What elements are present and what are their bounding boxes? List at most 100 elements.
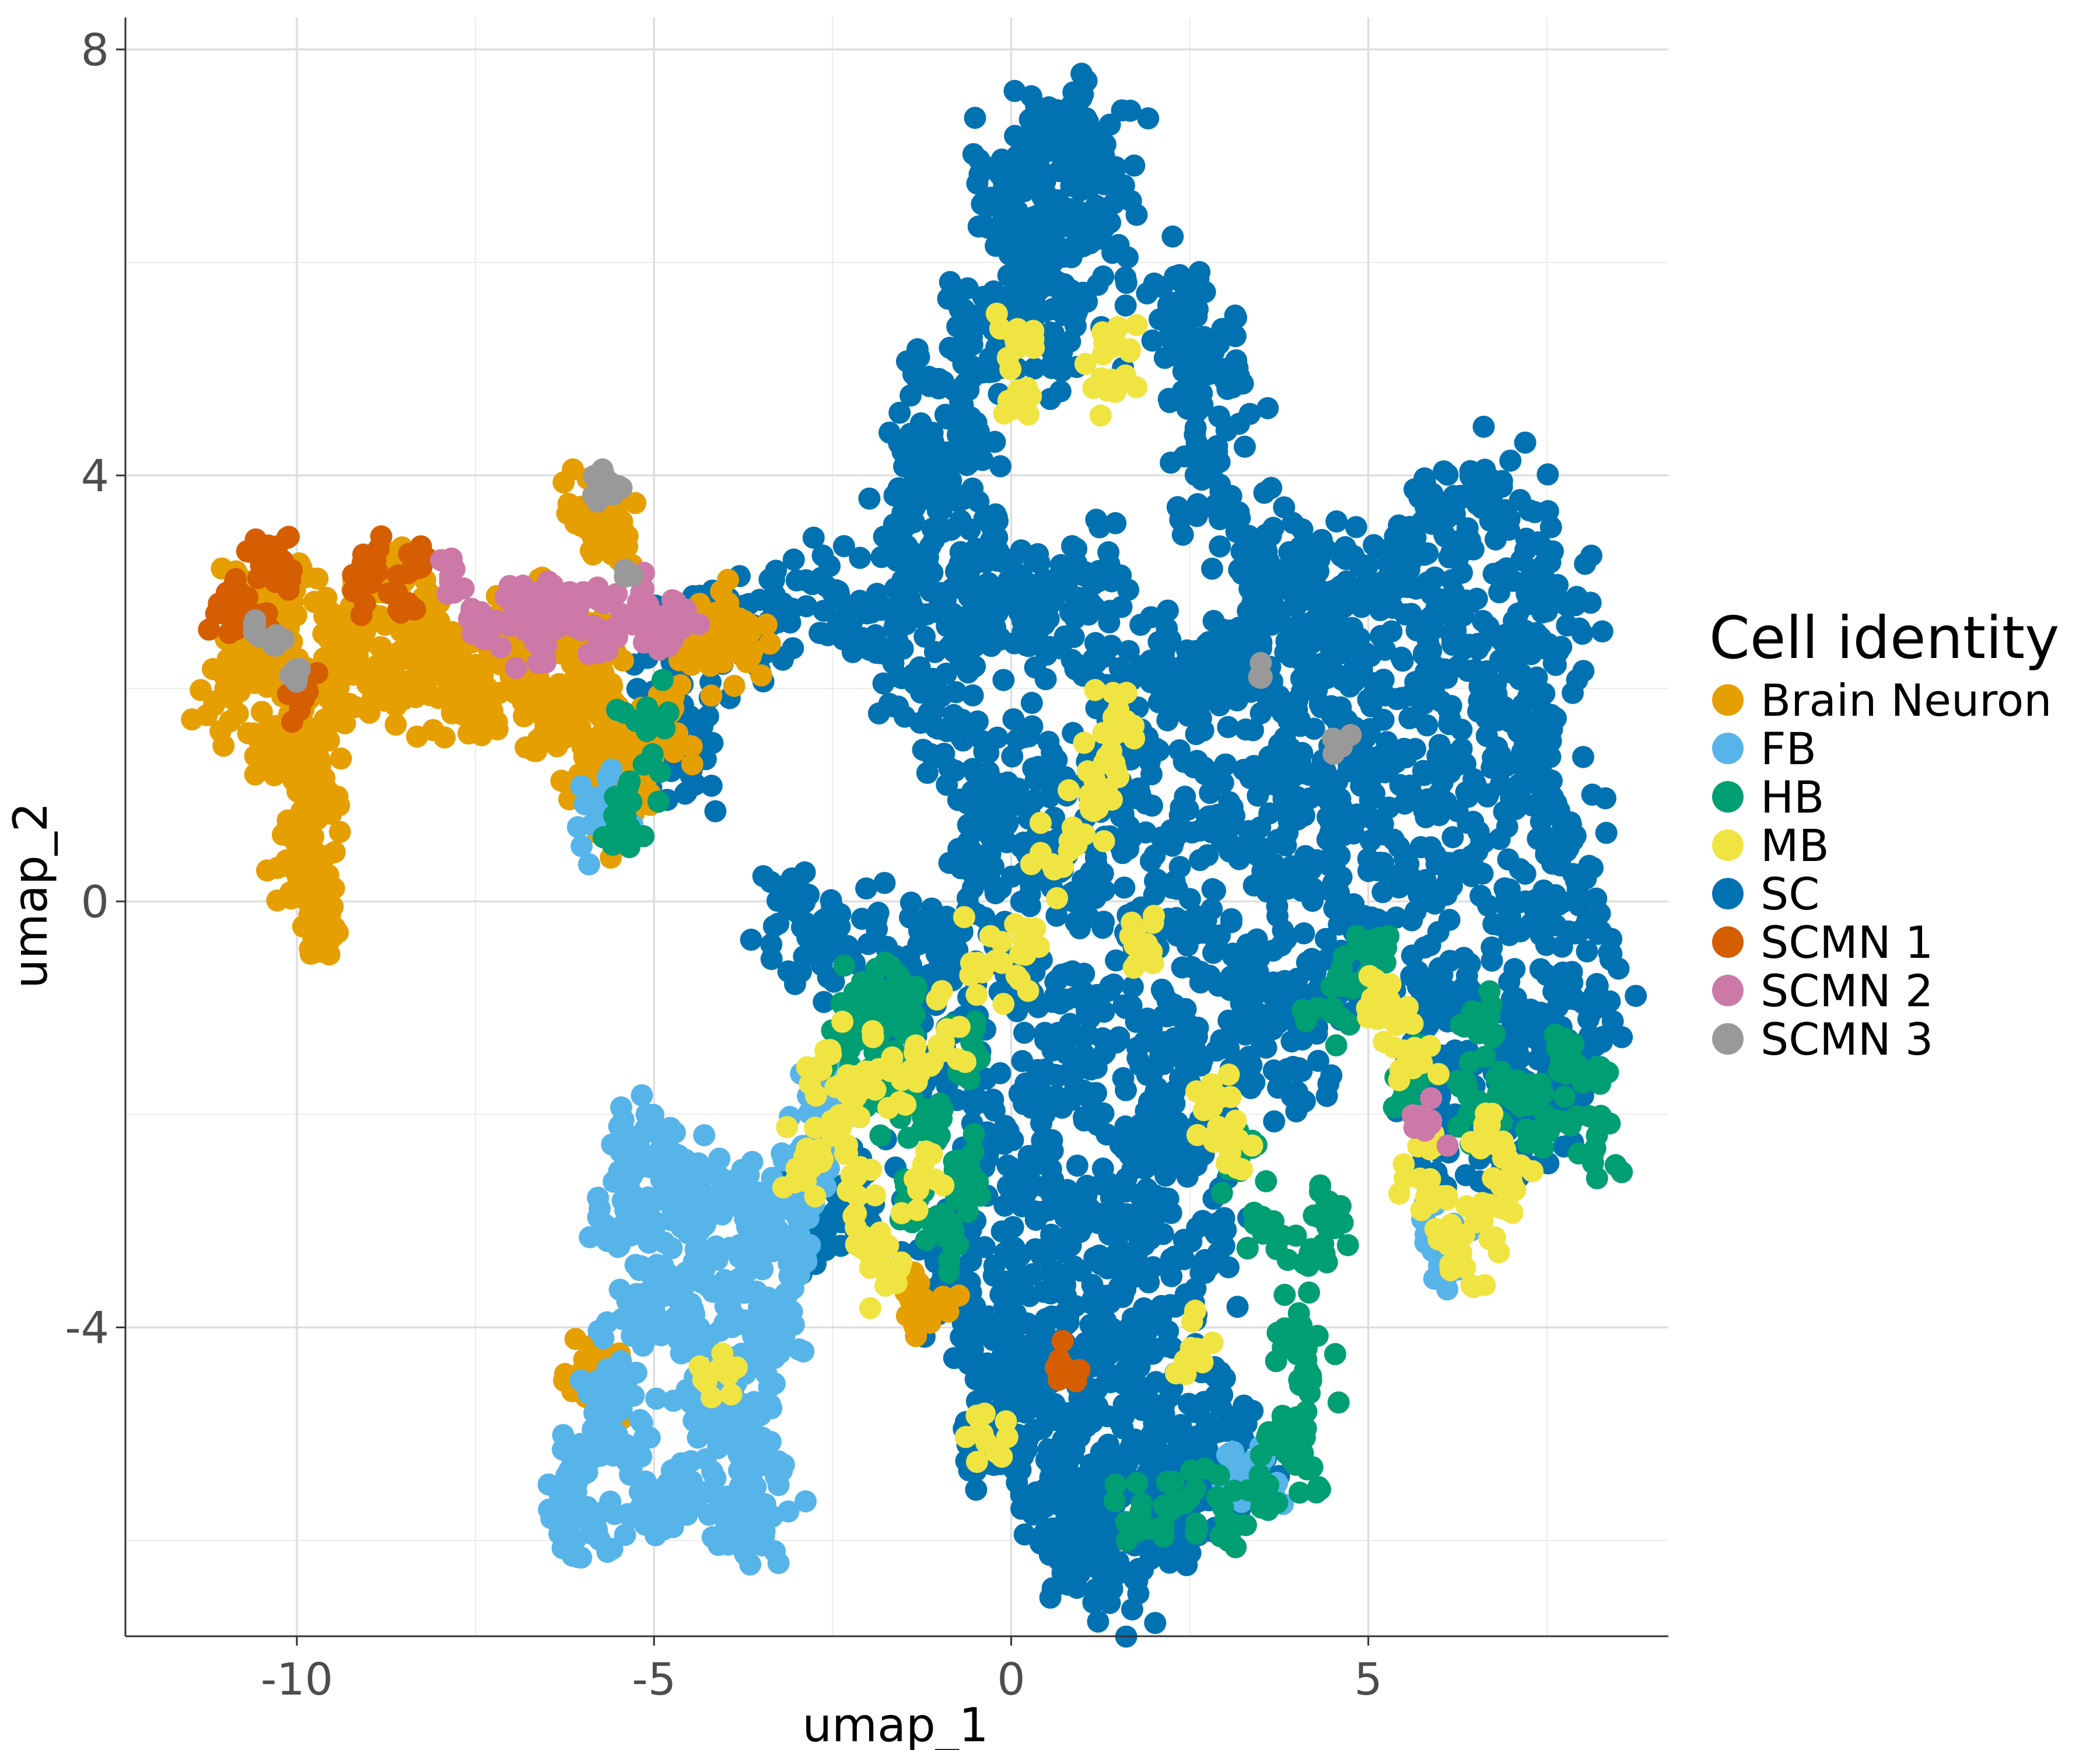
data-point: [1026, 101, 1048, 124]
data-point: [1135, 1320, 1157, 1342]
data-point: [1385, 688, 1408, 710]
data-point: [967, 215, 990, 238]
data-point: [579, 1226, 601, 1248]
data-point: [1110, 596, 1133, 618]
data-point: [1416, 714, 1438, 737]
data-point: [1164, 1245, 1186, 1268]
data-point: [304, 788, 327, 810]
data-point: [916, 761, 939, 784]
data-point: [1132, 1153, 1154, 1175]
data-point: [306, 567, 329, 590]
data-point: [1045, 1446, 1068, 1469]
data-point: [302, 839, 325, 862]
data-point: [1514, 431, 1536, 454]
data-point: [1021, 624, 1044, 646]
data-point: [1329, 788, 1352, 810]
data-point: [1021, 715, 1044, 738]
data-point: [1625, 985, 1647, 1007]
data-point: [468, 676, 491, 698]
data-point: [1110, 836, 1133, 859]
data-point: [372, 670, 394, 693]
data-point: [893, 516, 916, 539]
data-point: [979, 187, 1002, 209]
data-point: [1315, 1084, 1338, 1107]
data-point: [1438, 950, 1461, 972]
data-point: [821, 581, 844, 604]
data-point: [1088, 516, 1111, 538]
data-point: [1209, 508, 1231, 530]
data-point: [979, 1094, 1002, 1116]
data-point: [858, 487, 881, 510]
data-point: [1400, 965, 1423, 988]
data-point: [669, 1158, 692, 1181]
data-point: [1460, 591, 1482, 614]
data-point: [888, 401, 911, 424]
data-point: [334, 712, 356, 734]
data-point: [1469, 884, 1492, 907]
data-point: [1269, 1073, 1292, 1096]
data-point: [1256, 397, 1279, 419]
data-point: [660, 1237, 683, 1259]
data-point: [971, 1316, 994, 1339]
data-point: [1499, 449, 1522, 472]
data-point: [1074, 1332, 1097, 1354]
data-point: [1228, 631, 1251, 653]
data-point: [986, 510, 1009, 533]
data-point: [419, 684, 442, 706]
data-point: [608, 1279, 631, 1301]
data-point: [1380, 620, 1403, 643]
data-point: [1051, 963, 1073, 986]
data-point: [1451, 561, 1474, 584]
data-point: [713, 596, 736, 618]
data-point: [1070, 62, 1093, 85]
data-point: [305, 860, 328, 883]
data-point: [856, 602, 878, 625]
data-point: [1135, 1100, 1157, 1122]
data-point: [978, 869, 1001, 891]
data-point: [1093, 879, 1115, 902]
data-point: [1159, 628, 1182, 651]
data-point: [441, 621, 464, 643]
data-point: [865, 642, 888, 664]
data-point: [1114, 294, 1137, 317]
data-point: [1432, 879, 1455, 902]
data-point: [730, 642, 752, 665]
data-point: [971, 730, 994, 752]
data-point: [1064, 314, 1087, 337]
data-point: [1391, 649, 1414, 672]
data-point: [1241, 582, 1264, 604]
data-point: [1143, 884, 1166, 907]
data-point: [1209, 924, 1231, 947]
data-point: [1097, 541, 1120, 564]
data-point: [723, 674, 746, 697]
data-point: [937, 288, 960, 310]
data-point: [1226, 1296, 1249, 1318]
data-point: [700, 684, 723, 707]
data-point: [1177, 798, 1199, 821]
data-point: [1199, 782, 1222, 804]
data-point: [1545, 914, 1567, 937]
data-point: [1184, 416, 1207, 439]
data-point: [1384, 751, 1407, 774]
data-point: [1222, 1418, 1245, 1441]
data-point: [827, 611, 850, 634]
data-point: [1572, 746, 1594, 768]
data-point: [1077, 110, 1100, 133]
data-point: [1267, 882, 1290, 905]
data-point: [1150, 1306, 1172, 1328]
data-point: [1041, 991, 1063, 1013]
data-point: [1479, 692, 1502, 715]
data-point: [985, 794, 1008, 817]
data-point: [1193, 1391, 1216, 1413]
data-point: [384, 713, 407, 736]
data-point: [394, 638, 417, 660]
data-point: [1000, 1297, 1023, 1320]
data-point: [1013, 1021, 1035, 1044]
data-point: [1082, 648, 1105, 671]
data-point: [701, 732, 724, 754]
data-point: [1086, 1378, 1108, 1401]
data-point: [1228, 507, 1251, 530]
data-point: [1168, 264, 1191, 286]
data-point: [1286, 1060, 1308, 1083]
data-point: [1591, 620, 1614, 643]
